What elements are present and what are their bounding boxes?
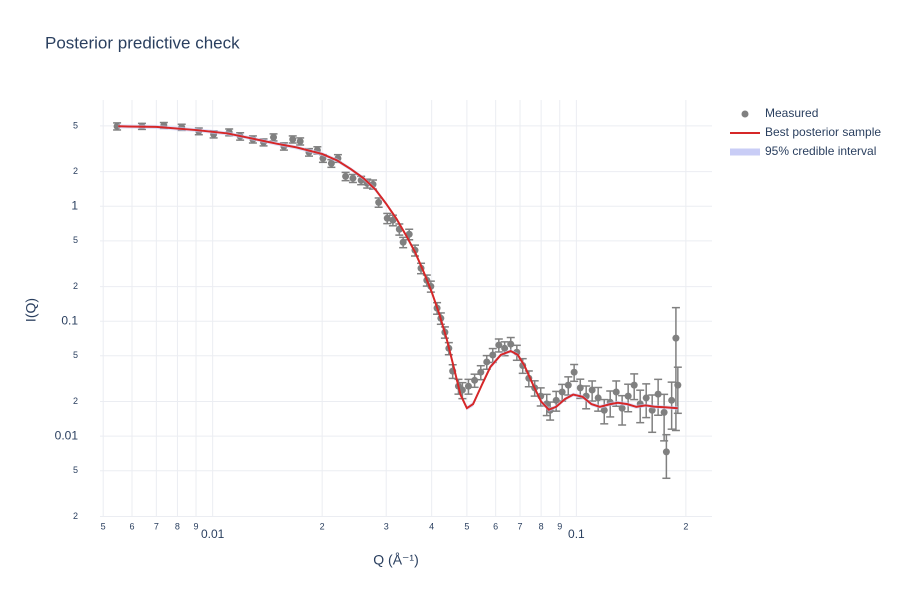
y-tick-label: 5 [73, 120, 78, 130]
data-point [552, 396, 560, 404]
y-tick-label: 2 [73, 166, 78, 176]
data-point [383, 214, 391, 222]
data-point [674, 381, 682, 389]
x-tick-label: 6 [493, 521, 498, 531]
data-point [507, 340, 515, 348]
x-tick-label: 0.01 [201, 527, 225, 541]
x-tick-label: 5 [101, 521, 106, 531]
data-point [389, 216, 397, 224]
y-tick-label: 2 [73, 396, 78, 406]
data-point [576, 384, 584, 392]
x-tick-label: 8 [539, 521, 544, 531]
y-tick-label: 0.1 [61, 313, 78, 327]
fit-line [118, 125, 678, 411]
y-tick-label: 2 [73, 511, 78, 521]
x-tick-label: 2 [683, 521, 688, 531]
x-axis-title: Q (Å⁻¹) [373, 552, 419, 568]
data-point [483, 358, 491, 366]
data-point [600, 406, 608, 414]
data-point [570, 368, 578, 376]
y-tick-label: 5 [73, 235, 78, 245]
x-tick-label: 0.1 [568, 527, 585, 541]
data-point [612, 388, 620, 396]
data-point [654, 390, 662, 398]
data-point [349, 174, 357, 182]
data-point [558, 388, 566, 396]
x-tick-label: 7 [518, 521, 523, 531]
x-tick-label: 5 [464, 521, 469, 531]
data-point [618, 404, 626, 412]
x-tick-label: 9 [557, 521, 562, 531]
y-tick-label: 0.01 [55, 428, 79, 442]
x-tick-label: 8 [175, 521, 180, 531]
x-tick-label: 4 [429, 521, 434, 531]
data-point [564, 381, 572, 389]
y-tick-label: 5 [73, 465, 78, 475]
data-point [588, 386, 596, 394]
data-point [375, 198, 383, 206]
data-point [471, 376, 479, 384]
error-bar [662, 433, 671, 480]
data-point [464, 382, 472, 390]
y-tick-label: 2 [73, 281, 78, 291]
data-point [477, 368, 485, 376]
data-point [501, 344, 509, 352]
data-point [399, 238, 407, 246]
error-bar [667, 381, 676, 430]
grid [100, 100, 712, 517]
data-point [327, 159, 335, 167]
y-tick-label: 5 [73, 350, 78, 360]
data-point [662, 448, 670, 456]
x-tick-label: 2 [320, 521, 325, 531]
y-axis-title: I(Q) [23, 298, 39, 322]
data-point [495, 341, 503, 349]
chart-title: Posterior predictive check [45, 33, 240, 52]
legend-label: Measured [765, 106, 818, 120]
error-bar [673, 366, 682, 415]
x-tick-label: 7 [154, 521, 159, 531]
data-point [489, 351, 497, 359]
data-point [642, 394, 650, 402]
x-tick-label: 3 [384, 521, 389, 531]
data-point [660, 408, 668, 416]
data-point [296, 137, 304, 145]
data-point [594, 394, 602, 402]
x-tick-label: 9 [194, 521, 199, 531]
data-point [342, 172, 350, 180]
y-tick-label: 1 [71, 198, 78, 212]
x-tick-label: 6 [129, 521, 134, 531]
legend-label: 95% credible interval [765, 144, 876, 158]
plot-area [113, 121, 682, 480]
data-point [672, 334, 680, 342]
legend: Measured Best posterior sample 95% credibl… [730, 106, 881, 158]
data-point [630, 381, 638, 389]
data-point [270, 133, 278, 141]
data-point [289, 135, 297, 143]
legend-symbol [741, 110, 749, 118]
legend-label: Best posterior sample [765, 125, 881, 139]
data-point [668, 396, 676, 404]
data-point [624, 392, 632, 400]
